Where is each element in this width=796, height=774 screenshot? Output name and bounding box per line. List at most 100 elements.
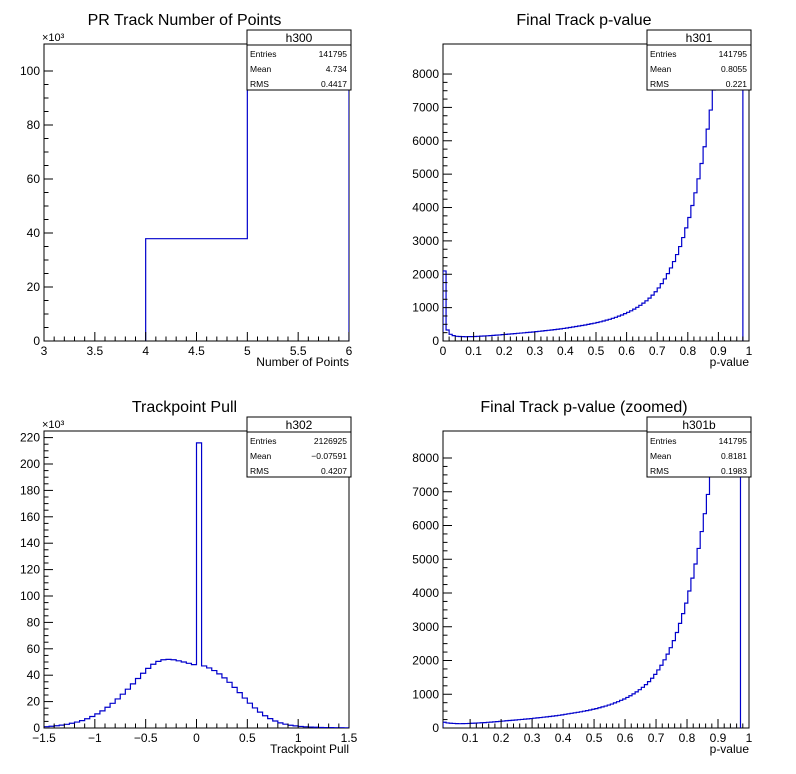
y-tick-label: 80 xyxy=(27,615,41,629)
x-tick-label: −1 xyxy=(88,731,102,745)
x-tick-label: 0.6 xyxy=(617,731,634,745)
stats-row-label: Mean xyxy=(250,451,272,461)
y-tick-label: 6000 xyxy=(412,519,439,533)
stats-row-label: Entries xyxy=(650,49,676,59)
y-tick-label: 0 xyxy=(33,334,40,348)
stats-row-label: Mean xyxy=(650,451,672,461)
histogram-panel-h302: Trackpoint Pull ×10³ Trackpoint Pull −1.… xyxy=(20,399,358,756)
chart-title: Trackpoint Pull xyxy=(132,399,237,416)
y-tick-label: 8000 xyxy=(412,67,439,81)
stats-row-value: 141795 xyxy=(319,49,348,59)
y-tick-label: 2000 xyxy=(412,654,439,668)
y-tick-label: 100 xyxy=(20,589,40,603)
x-tick-label: −0.5 xyxy=(134,731,158,745)
y-tick-label: 20 xyxy=(27,695,41,709)
x-tick-label: 0.2 xyxy=(493,731,510,745)
x-tick-label: 0.5 xyxy=(588,344,605,358)
y-tick-label: 180 xyxy=(20,483,40,497)
y-tick-label: 1000 xyxy=(412,301,439,315)
x-tick-label: 4.5 xyxy=(188,344,205,358)
x-tick-label: 0.7 xyxy=(649,344,666,358)
stats-row-value: 4.734 xyxy=(326,64,348,74)
stats-row-value: 0.221 xyxy=(726,79,748,89)
x-tick-label: 5.5 xyxy=(290,344,307,358)
y-tick-label: 0 xyxy=(432,721,439,735)
histogram-panel-h301: Final Track p-value p-value 0 0.1 0.2 0.3 0.… xyxy=(412,12,752,369)
plot-frame xyxy=(442,430,750,729)
stats-box-name: h301b xyxy=(682,418,716,432)
y-tick-label: 5000 xyxy=(412,552,439,566)
x-tick-label: 6 xyxy=(346,344,353,358)
y-tick-label: 7000 xyxy=(412,100,439,114)
y-tick-label: 140 xyxy=(20,536,40,550)
histogram-panel-h301b: Final Track p-value (zoomed) p-value 0.1… xyxy=(412,399,752,756)
stats-row-value: 141795 xyxy=(719,49,748,59)
y-tick-label: 120 xyxy=(20,563,40,577)
stats-row-label: Entries xyxy=(250,49,276,59)
stats-row-label: Mean xyxy=(250,64,272,74)
stats-row-label: Entries xyxy=(650,436,676,446)
x-tick-label: 1 xyxy=(746,731,753,745)
y-tick-label: 200 xyxy=(20,457,40,471)
x-tick-label: 1 xyxy=(746,344,753,358)
y-tick-label: 80 xyxy=(27,118,41,132)
histogram-line xyxy=(443,44,744,341)
stats-row-value: 141795 xyxy=(719,436,748,446)
x-tick-label: 0.9 xyxy=(710,731,727,745)
stats-row-value: 0.8055 xyxy=(721,64,747,74)
stats-box-name: h302 xyxy=(286,418,313,432)
y-tick-label: 60 xyxy=(27,642,41,656)
x-tick-label: 1.5 xyxy=(341,731,358,745)
y-tick-label: 0 xyxy=(432,334,439,348)
y-tick-label: 220 xyxy=(20,431,40,445)
stats-row-value: 0.4417 xyxy=(321,79,347,89)
y-tick-label: 3000 xyxy=(412,234,439,248)
stats-box xyxy=(246,416,352,478)
x-tick-label: 0.2 xyxy=(496,344,513,358)
x-tick-label: 5 xyxy=(244,344,251,358)
stats-box xyxy=(646,29,752,91)
stats-row-value: 2126925 xyxy=(314,436,347,446)
stats-row-value: 0.4207 xyxy=(321,466,347,476)
stats-box xyxy=(646,416,752,478)
x-tick-label: −1.5 xyxy=(32,731,56,745)
stats-row-label: RMS xyxy=(250,466,269,476)
y-tick-label: 7000 xyxy=(412,485,439,499)
stats-box-name: h301 xyxy=(686,31,713,45)
chart-title: PR Track Number of Points xyxy=(88,12,282,29)
y-tick-label: 1000 xyxy=(412,687,439,701)
x-axis-label: p-value xyxy=(710,742,750,756)
x-axis-label: p-value xyxy=(710,355,750,369)
y-tick-label: 20 xyxy=(27,280,41,294)
y-tick-label: 6000 xyxy=(412,134,439,148)
y-tick-label: 4000 xyxy=(412,586,439,600)
histogram-line xyxy=(443,431,742,728)
stats-row-label: Entries xyxy=(250,436,276,446)
chart-title: Final Track p-value xyxy=(516,12,651,29)
x-tick-label: 0.1 xyxy=(465,344,482,358)
x-tick-label: 3 xyxy=(41,344,48,358)
histogram-panel-h300: PR Track Number of Points ×10³ Number of… xyxy=(20,12,353,369)
x-tick-label: 0.5 xyxy=(586,731,603,745)
y-tick-label: 100 xyxy=(20,64,40,78)
y-multiplier-label: ×10³ xyxy=(42,32,65,44)
stats-row-label: RMS xyxy=(250,79,269,89)
y-tick-label: 60 xyxy=(27,172,41,186)
y-tick-label: 40 xyxy=(27,226,41,240)
chart-title: Final Track p-value (zoomed) xyxy=(480,399,687,416)
histogram-line xyxy=(145,59,349,341)
x-tick-label: 0.7 xyxy=(648,731,665,745)
y-tick-label: 4000 xyxy=(412,201,439,215)
stats-row-value: 0.8181 xyxy=(721,451,747,461)
y-multiplier-label: ×10³ xyxy=(42,419,65,431)
x-tick-label: 3.5 xyxy=(86,344,103,358)
y-tick-label: 0 xyxy=(33,721,40,735)
x-tick-label: 0.8 xyxy=(679,731,696,745)
y-tick-label: 5000 xyxy=(412,167,439,181)
x-axis-label: Trackpoint Pull xyxy=(270,742,349,756)
y-tick-label: 8000 xyxy=(412,451,439,465)
stats-row-label: Mean xyxy=(650,64,672,74)
x-tick-label: 4 xyxy=(142,344,149,358)
x-tick-label: 0.8 xyxy=(679,344,696,358)
